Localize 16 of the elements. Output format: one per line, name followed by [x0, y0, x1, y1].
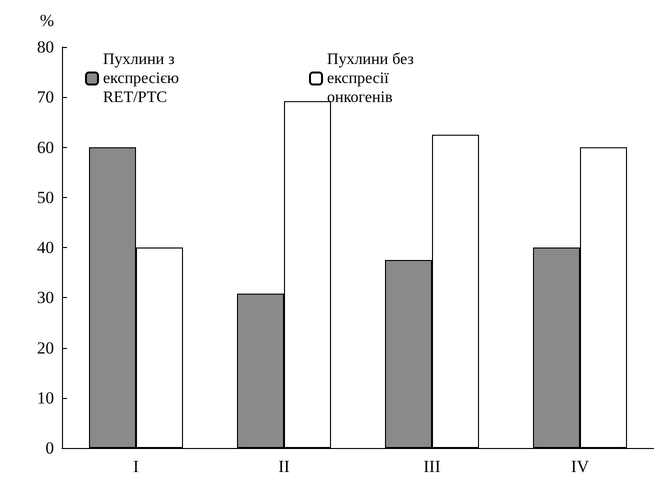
legend-label: Пухлини з експресією RET/PTC — [103, 51, 180, 106]
y-tick-label: 50 — [37, 188, 54, 207]
x-tick-label: II — [278, 457, 290, 476]
legend-label: Пухлини без експресії онкогенів — [327, 51, 414, 106]
y-tick-label: 20 — [37, 338, 54, 358]
y-axis-title: % — [40, 11, 54, 30]
x-tick-label: IV — [571, 457, 590, 476]
x-tick-label: III — [424, 457, 441, 476]
y-tick-label: 0 — [46, 438, 54, 458]
x-tick-label: I — [133, 457, 140, 476]
y-tick-label: 80 — [37, 38, 54, 56]
y-tick-label: 70 — [37, 88, 54, 107]
y-tick-label: 60 — [37, 138, 54, 157]
y-tick-label: 30 — [37, 288, 54, 308]
y-tick-label: 40 — [37, 238, 54, 257]
y-tick-label: 10 — [37, 388, 54, 408]
